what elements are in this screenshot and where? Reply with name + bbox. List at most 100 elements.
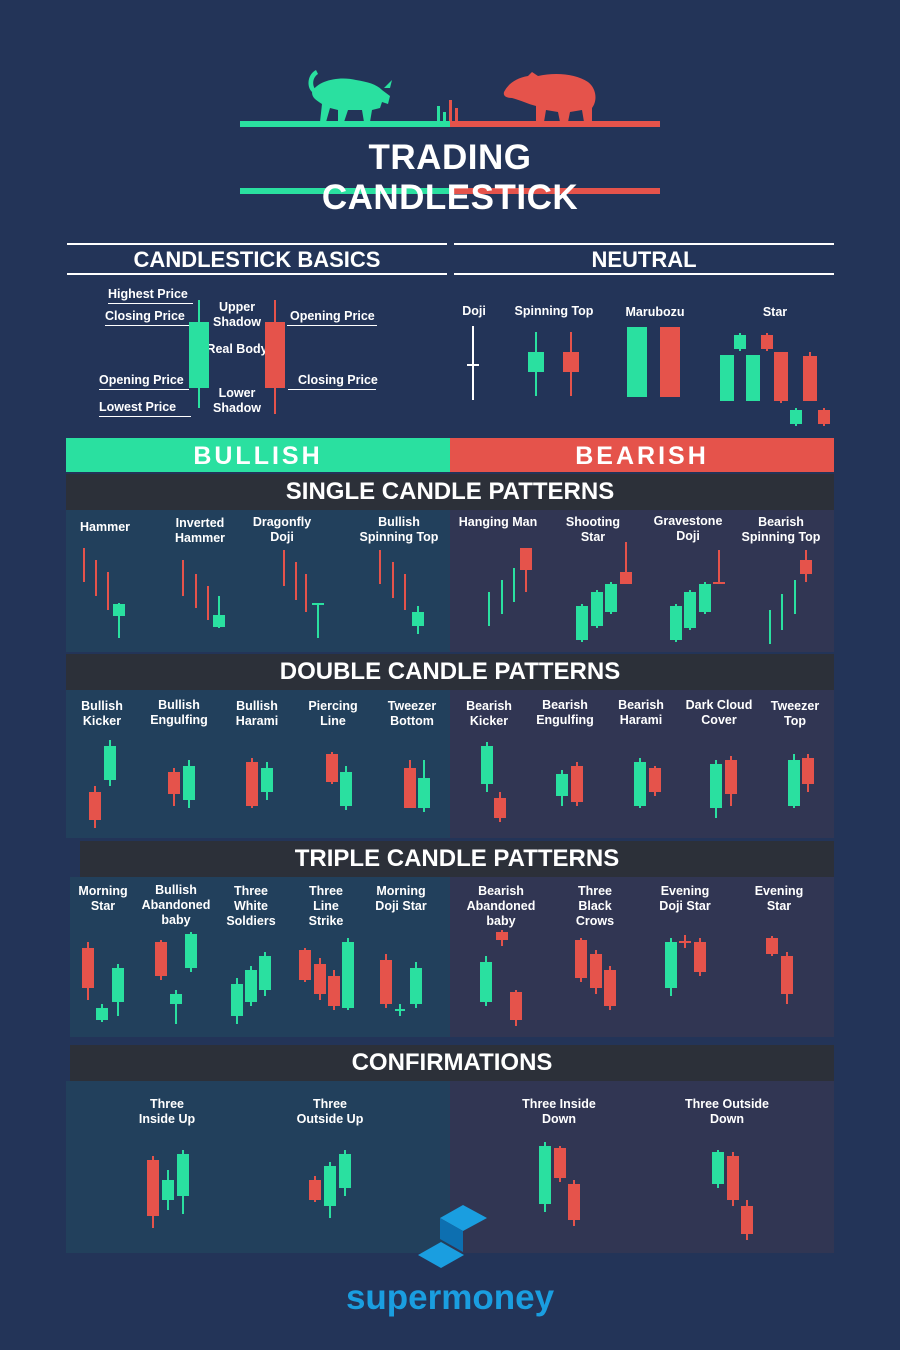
label-closing-price-left: Closing Price <box>105 309 185 323</box>
candle-body <box>802 758 814 784</box>
candle-body <box>563 352 579 372</box>
bullish-banner: BULLISH <box>66 438 450 472</box>
label-doji: Doji <box>462 304 486 318</box>
candle-body <box>781 956 793 994</box>
candle-body <box>162 1180 174 1200</box>
candle-body <box>259 956 271 990</box>
candle-body <box>246 762 258 806</box>
candle-body <box>170 994 182 1004</box>
label-closing-price-right: Closing Price <box>298 373 378 387</box>
confirmations-bullish-panel <box>66 1081 450 1253</box>
label-bearish-abandoned-baby: Bearish Abandoned baby <box>466 884 536 928</box>
divider <box>108 303 193 304</box>
label-three-black-crows: Three Black Crows <box>575 884 615 928</box>
candle-body <box>82 948 94 988</box>
candle-body <box>177 1154 189 1196</box>
label-bullish-spinning-top: Bullish Spinning Top <box>359 515 439 544</box>
candle-body <box>790 410 802 424</box>
candle-body <box>418 778 430 808</box>
candle-body <box>380 960 392 1004</box>
candle-body <box>665 942 677 988</box>
candle-body <box>556 774 568 796</box>
triple-heading: TRIPLE CANDLE PATTERNS <box>80 841 834 877</box>
confirmations-bearish-panel <box>450 1081 834 1253</box>
label-hanging-man: Hanging Man <box>458 515 538 529</box>
candle-body <box>591 592 603 626</box>
label-piercing-line: Piercing Line <box>308 699 358 728</box>
label-real-body: Real Body <box>206 342 268 356</box>
candle-body <box>725 760 737 794</box>
candle-body <box>324 1166 336 1206</box>
candle-body <box>261 768 273 792</box>
label-three-outside-up: Three Outside Up <box>296 1097 364 1126</box>
label-dark-cloud-cover: Dark Cloud Cover <box>685 698 753 727</box>
candle-body <box>231 984 243 1016</box>
candle-body <box>710 764 722 808</box>
candle-body <box>340 772 352 806</box>
basics-heading: CANDLESTICK BASICS <box>133 247 381 272</box>
candle-body <box>147 1160 159 1216</box>
candle-body <box>694 942 706 972</box>
label-spinning-top: Spinning Top <box>514 304 594 318</box>
candle-body <box>96 1008 108 1020</box>
candle-body <box>800 560 812 574</box>
candle-body <box>766 938 778 954</box>
candle-body <box>328 976 340 1006</box>
label-opening-price-left: Opening Price <box>99 373 184 387</box>
candle-body <box>494 798 506 818</box>
candle-body <box>803 356 817 401</box>
label-three-white-soldiers: Three White Soldiers <box>226 884 276 928</box>
brand-name: supermoney <box>345 1278 555 1317</box>
candle-body <box>245 970 257 1002</box>
label-upper-shadow: Upper Shadow <box>213 300 261 329</box>
divider <box>105 325 190 326</box>
label-bearish-spinning-top: Bearish Spinning Top <box>741 515 821 544</box>
candle-body <box>326 754 338 782</box>
label-bullish-abandoned-baby: Bullish Abandoned baby <box>141 883 211 927</box>
candle-body <box>734 335 746 349</box>
label-opening-price-right: Opening Price <box>290 309 375 323</box>
confirmations-heading: CONFIRMATIONS <box>70 1045 834 1081</box>
label-hammer: Hammer <box>79 520 131 534</box>
label-inverted-hammer: Inverted Hammer <box>174 516 226 545</box>
single-heading: SINGLE CANDLE PATTERNS <box>66 474 834 510</box>
divider <box>99 389 189 390</box>
candle-body <box>189 322 209 388</box>
label-bearish-engulfing: Bearish Engulfing <box>536 698 594 727</box>
candle-body <box>496 932 508 940</box>
candle-body <box>265 322 285 388</box>
candle-body <box>761 335 773 349</box>
label-bearish-harami: Bearish Harami <box>618 698 664 727</box>
label-lowest-price: Lowest Price <box>99 400 177 414</box>
candle-body <box>720 355 734 401</box>
candle-body <box>299 950 311 980</box>
candle-body <box>342 942 354 1008</box>
candle-body <box>185 934 197 968</box>
candle-body <box>576 606 588 640</box>
label-gravestone-doji: Gravestone Doji <box>653 514 723 543</box>
label-bullish-harami: Bullish Harami <box>235 699 279 728</box>
candle-body <box>481 746 493 784</box>
candle-body <box>746 355 760 401</box>
candle-body <box>510 992 522 1020</box>
divider <box>287 325 377 326</box>
candle-body <box>309 1180 321 1200</box>
candle-body <box>699 584 711 612</box>
candle-body <box>554 1148 566 1178</box>
double-heading: DOUBLE CANDLE PATTERNS <box>66 654 834 690</box>
candle-body <box>604 970 616 1006</box>
candle-body <box>575 940 587 978</box>
label-morning-doji-star: Morning Doji Star <box>375 884 427 913</box>
candle-body <box>520 548 532 570</box>
candle-body <box>590 954 602 988</box>
candle-body <box>727 1156 739 1200</box>
candle-body <box>339 1154 351 1188</box>
candle-body <box>412 612 424 626</box>
candle-body <box>104 746 116 780</box>
label-highest-price: Highest Price <box>108 287 188 301</box>
label-marubozu: Marubozu <box>625 305 685 319</box>
candle-body <box>741 1206 753 1234</box>
label-shooting-star: Shooting Star <box>565 515 621 544</box>
candle-body <box>620 572 632 584</box>
candle-body <box>480 962 492 1002</box>
